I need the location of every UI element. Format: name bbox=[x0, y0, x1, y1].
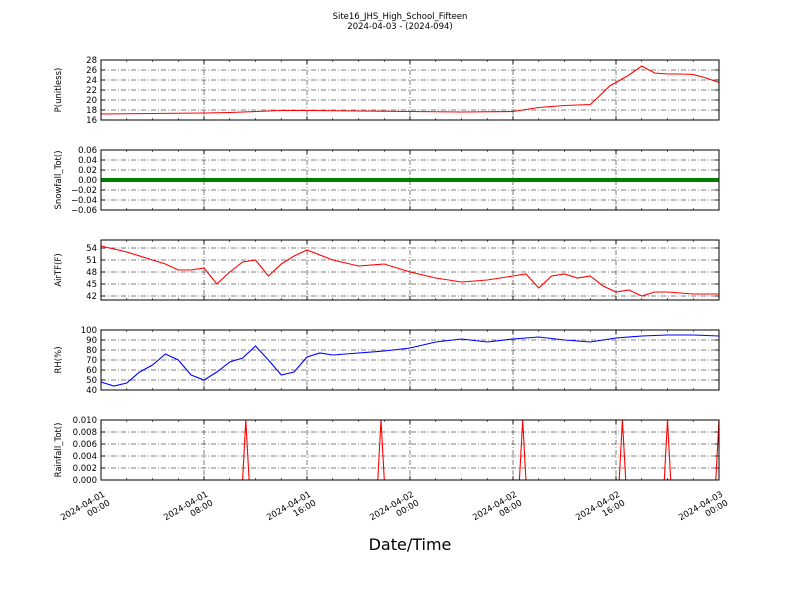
x-tick-label: 2024-04-0216:00 bbox=[574, 490, 627, 532]
plot-frame bbox=[100, 239, 720, 301]
y-tick-label: 42 bbox=[86, 292, 97, 302]
chart-title: Site16_JHS_High_School_Fifteen bbox=[333, 12, 468, 22]
y-tick-label: 50 bbox=[86, 376, 97, 386]
y-tick-label: 70 bbox=[86, 356, 97, 366]
series-line bbox=[100, 65, 720, 115]
y-tick-label: 90 bbox=[86, 336, 97, 346]
y-tick-label: 54 bbox=[86, 244, 97, 254]
chart-subtitle: 2024-04-03 - (2024-094) bbox=[347, 22, 452, 32]
x-tick-label: 2024-04-0200:00 bbox=[368, 490, 421, 532]
y-tick-label: 0.02 bbox=[78, 166, 97, 176]
y-tick-label: 22 bbox=[86, 86, 97, 96]
y-axis-label: RH(%) bbox=[54, 346, 64, 373]
plot-frame bbox=[100, 59, 720, 121]
plot-frame bbox=[100, 149, 720, 211]
y-axis-label: P(unitless) bbox=[54, 68, 64, 113]
x-tick-label: 2024-04-0100:00 bbox=[59, 490, 112, 532]
x-axis-label: Date/Time bbox=[369, 535, 452, 554]
x-tick-label: 2024-04-0108:00 bbox=[162, 490, 215, 532]
x-axis-tick-labels: 2024-04-0100:00 2024-04-0108:00 2024-04-01… bbox=[59, 490, 730, 532]
y-tick-label: −0.02 bbox=[71, 186, 97, 196]
panel-2: 42 45 48 51 54 AirTF(F) bbox=[54, 239, 720, 302]
panel-1: −0.06−0.04−0.020.000.020.040.06 Snowfall_… bbox=[54, 146, 720, 216]
series-line bbox=[100, 334, 720, 387]
y-tick-label: 28 bbox=[86, 56, 97, 66]
plot-frame bbox=[100, 329, 720, 391]
y-tick-label: 0.004 bbox=[73, 452, 97, 462]
y-tick-label: 0.00 bbox=[78, 176, 97, 186]
series-line bbox=[100, 245, 719, 297]
x-tick-label: 2024-04-0208:00 bbox=[471, 490, 524, 532]
y-tick-label: 24 bbox=[86, 76, 97, 86]
y-tick-label: −0.04 bbox=[71, 196, 97, 206]
y-tick-label: 0.002 bbox=[73, 464, 97, 474]
x-tick-label: 2024-04-0300:00 bbox=[677, 490, 730, 532]
y-tick-label: 40 bbox=[86, 386, 97, 396]
y-tick-label: 45 bbox=[86, 280, 97, 290]
y-tick-label: 18 bbox=[86, 106, 97, 116]
y-tick-label: 26 bbox=[86, 66, 97, 76]
x-tick-label: 2024-04-0116:00 bbox=[265, 490, 318, 532]
y-tick-label: −0.06 bbox=[71, 206, 97, 216]
y-tick-label: 16 bbox=[86, 116, 97, 126]
y-axis-label: Rainfall_Tot() bbox=[54, 423, 64, 478]
y-tick-label: 0.010 bbox=[73, 416, 97, 426]
y-tick-label: 0.006 bbox=[73, 440, 97, 450]
y-tick-label: 60 bbox=[86, 366, 97, 376]
y-tick-label: 0.008 bbox=[73, 428, 97, 438]
series-line bbox=[101, 419, 720, 481]
y-tick-label: 0.06 bbox=[78, 146, 97, 156]
y-tick-label: 48 bbox=[86, 268, 97, 278]
y-tick-label: 80 bbox=[86, 346, 97, 356]
y-tick-label: 0.04 bbox=[78, 156, 97, 166]
plot-frame bbox=[100, 419, 720, 481]
y-tick-label: 20 bbox=[86, 96, 97, 106]
panel-4: 0.000 0.002 0.004 0.006 0.008 0.010 Rainfall_T… bbox=[54, 416, 720, 486]
y-tick-label: 51 bbox=[86, 256, 97, 266]
y-axis-label: Snowfall_Tot() bbox=[54, 150, 64, 209]
y-axis-label: AirTF(F) bbox=[54, 253, 64, 286]
y-tick-label: 100 bbox=[81, 326, 97, 336]
y-tick-label: 0.000 bbox=[73, 476, 97, 486]
